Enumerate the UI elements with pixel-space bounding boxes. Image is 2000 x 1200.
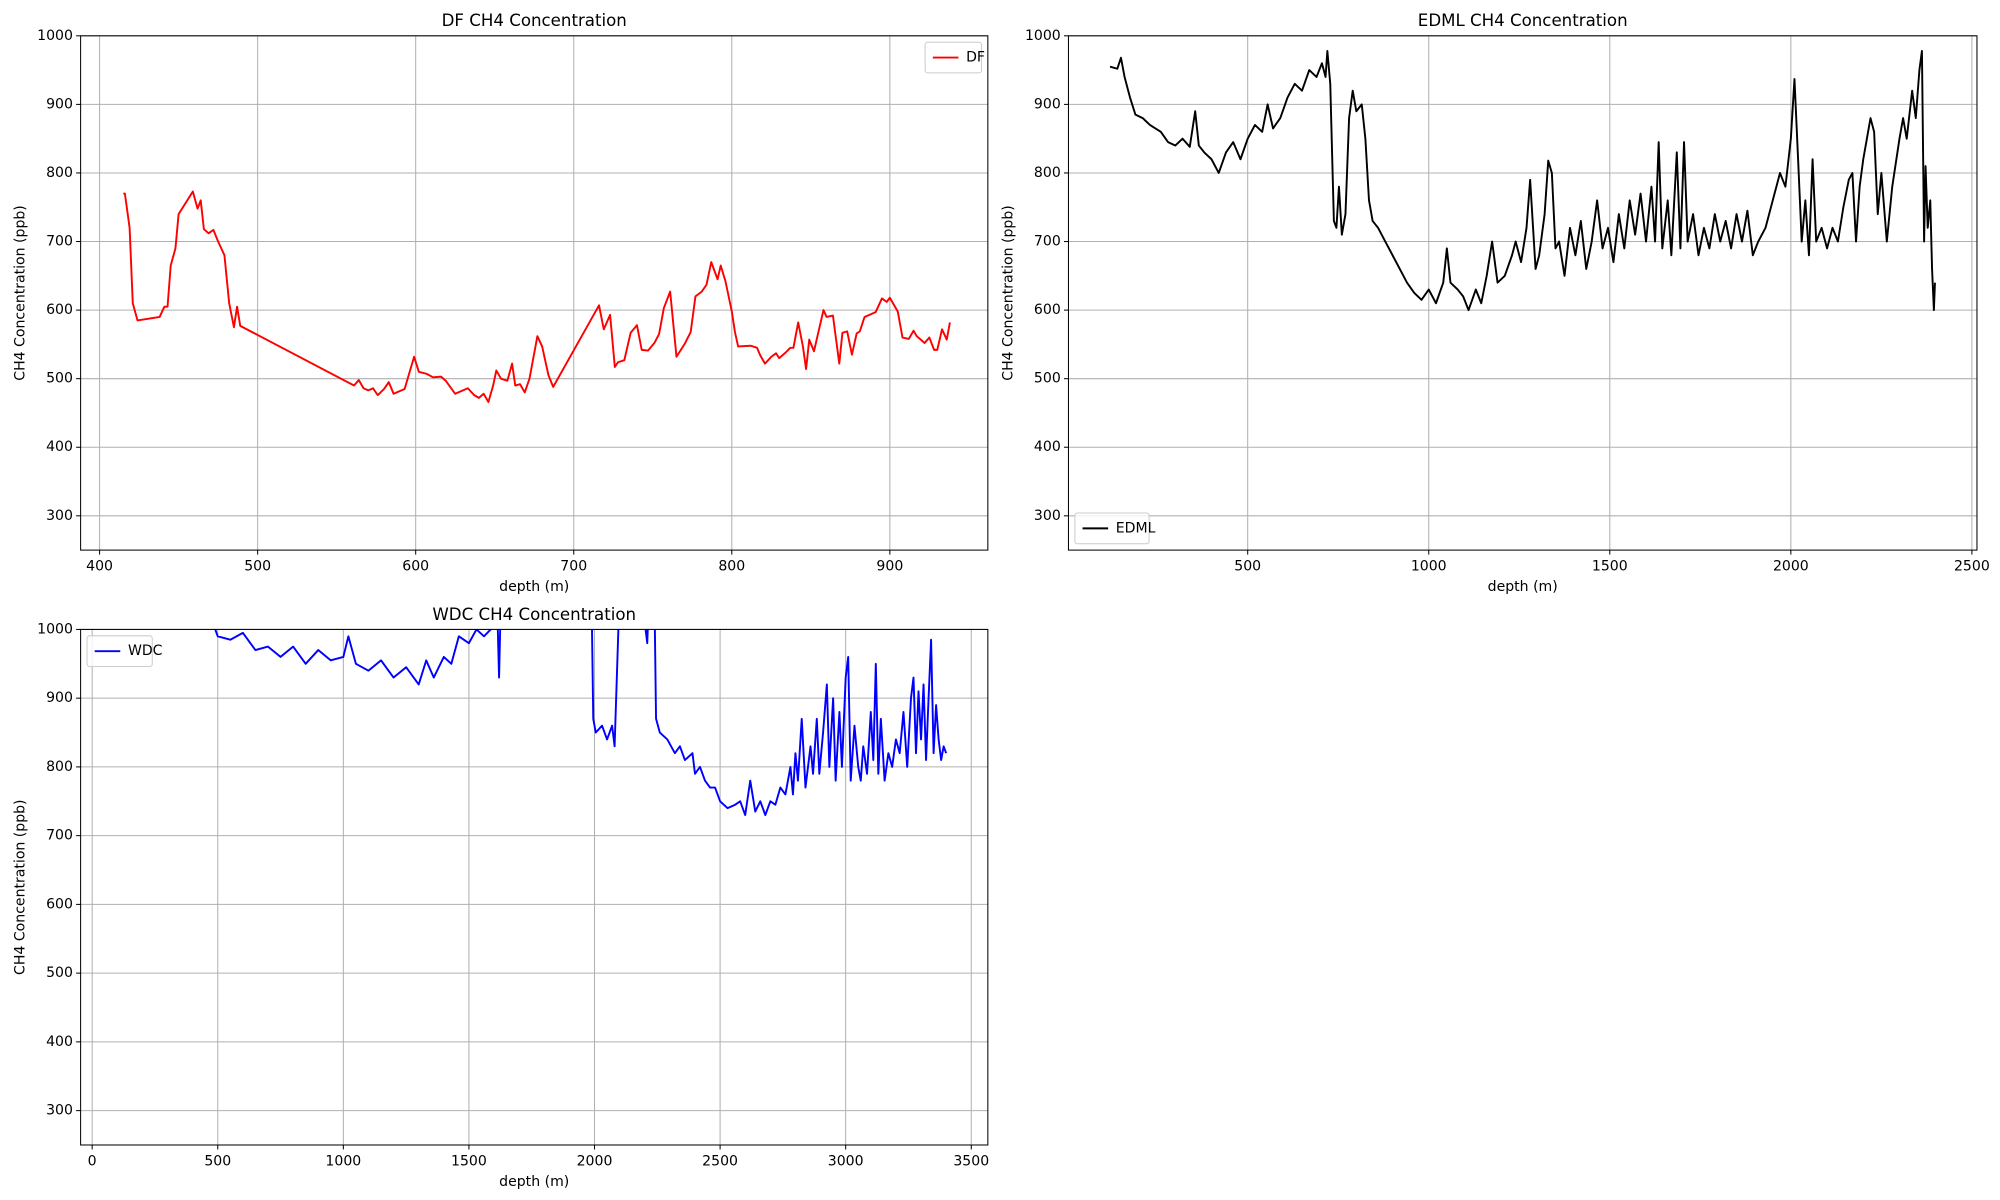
legend-box [1074, 512, 1150, 545]
legend: EDML [1074, 512, 1156, 545]
y-tick-label: 1000 [37, 28, 73, 44]
x-tick-label: 1500 [1592, 559, 1628, 575]
data-line [214, 629, 948, 816]
y-tick-label: 600 [46, 302, 73, 318]
x-tick-label: 800 [718, 559, 745, 575]
y-tick-label: 1000 [37, 621, 73, 637]
chart-title: EDML CH4 Concentration [1418, 11, 1628, 30]
y-tick-label: 300 [46, 508, 73, 524]
y-axis-label: CH4 Concentration (ppb) [12, 799, 28, 974]
x-tick-label: 600 [402, 559, 429, 575]
x-tick-label: 900 [876, 559, 903, 575]
axes-frame [80, 35, 989, 551]
series-group [1109, 49, 1936, 312]
x-tick-label: 1000 [1411, 559, 1447, 575]
legend: WDC [86, 635, 163, 668]
axes-frame [1067, 35, 1978, 551]
y-tick-label: 300 [1034, 508, 1061, 524]
y-tick-label: 900 [1034, 96, 1061, 112]
y-tick-label: 500 [1034, 371, 1061, 387]
y-tick-label: 900 [46, 96, 73, 112]
subplot: 0 500 1000 1500 2000 2500 3000 3500 300 400 500 600… [12, 605, 989, 1190]
data-line [123, 190, 951, 403]
y-tick-label: 300 [46, 1103, 73, 1119]
x-tick-label: 1500 [451, 1154, 487, 1170]
y-tick-label: 800 [1034, 165, 1061, 181]
chart-title: WDC CH4 Concentration [432, 605, 636, 624]
y-tick-label: 1000 [1025, 28, 1061, 44]
y-tick-label: 500 [46, 371, 73, 387]
y-tick-label: 700 [1034, 234, 1061, 250]
y-tick-label: 400 [1034, 439, 1061, 455]
x-tick-label: 3000 [828, 1154, 864, 1170]
legend-label: DF [966, 50, 985, 66]
x-tick-label: 3500 [953, 1154, 989, 1170]
axes-frame [80, 628, 989, 1146]
legend: DF [924, 41, 985, 74]
x-axis-label: depth (m) [499, 1174, 569, 1190]
legend-label: EDML [1116, 520, 1156, 536]
y-tick-label: 600 [1034, 302, 1061, 318]
y-tick-label: 900 [46, 690, 73, 706]
x-tick-label: 700 [560, 559, 587, 575]
legend-label: WDC [128, 643, 163, 659]
y-tick-label: 500 [46, 965, 73, 981]
y-tick-label: 700 [46, 234, 73, 250]
y-tick-label: 700 [46, 828, 73, 844]
x-tick-label: 0 [88, 1154, 97, 1170]
x-tick-label: 500 [244, 559, 271, 575]
y-tick-label: 400 [46, 1034, 73, 1050]
x-axis-label: depth (m) [1488, 579, 1558, 595]
data-line [1109, 49, 1936, 312]
y-tick-label: 800 [46, 165, 73, 181]
x-tick-label: 500 [204, 1154, 231, 1170]
series-group [123, 190, 951, 403]
x-axis-label: depth (m) [499, 579, 569, 595]
x-tick-label: 400 [86, 559, 113, 575]
x-tick-label: 2000 [1773, 559, 1809, 575]
x-tick-label: 1000 [325, 1154, 361, 1170]
y-tick-label: 600 [46, 896, 73, 912]
x-tick-label: 500 [1234, 559, 1261, 575]
subplot: 500 1000 1500 2000 2500 300 400 500 600 700 800 900… [1000, 11, 1990, 595]
x-tick-label: 2500 [1954, 559, 1990, 575]
y-tick-label: 400 [46, 439, 73, 455]
y-axis-label: CH4 Concentration (ppb) [12, 205, 28, 380]
x-tick-label: 2000 [577, 1154, 613, 1170]
x-tick-label: 2500 [702, 1154, 738, 1170]
series-group [214, 629, 948, 816]
y-axis-label: CH4 Concentration (ppb) [1000, 205, 1016, 380]
chart-title: DF CH4 Concentration [442, 11, 627, 30]
y-tick-label: 800 [46, 759, 73, 775]
subplot: 400 500 600 700 800 900 300 400 500 600 700 800 900 1… [12, 11, 989, 595]
